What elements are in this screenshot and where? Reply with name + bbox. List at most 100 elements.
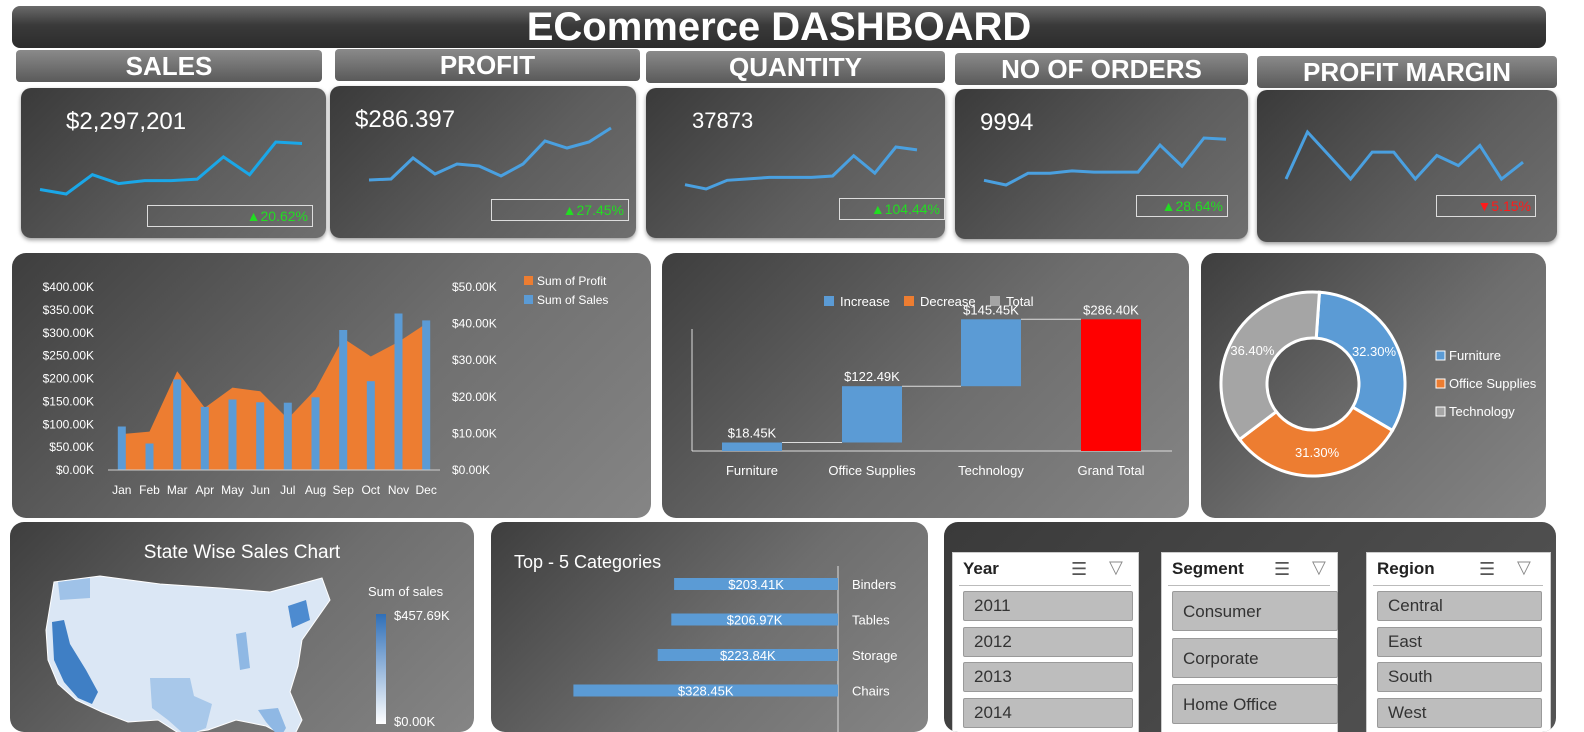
donut-legend-swatch (1435, 378, 1446, 389)
sales-bar (256, 402, 265, 470)
kpi-value-quantity: 37873 (692, 108, 754, 133)
waterfall-legend-swatch (990, 296, 1000, 306)
waterfall-category-label: Grand Total (1078, 463, 1145, 478)
waterfall-legend-label: Decrease (920, 294, 976, 309)
down-arrow-icon: ▼ (1477, 198, 1492, 214)
waterfall-bar (1081, 319, 1141, 451)
sparkline-margin (1284, 129, 1524, 182)
right-tick-label: $0.00K (452, 463, 490, 477)
kpi-value-orders: 9994 (980, 109, 1034, 136)
clear-filter-icon[interactable]: ▽ (1312, 557, 1326, 577)
sales-bar (366, 381, 375, 470)
left-tick-label: $400.00K (43, 280, 94, 294)
left-tick-label: $150.00K (43, 394, 94, 408)
multi-select-icon[interactable]: ☰ (1479, 559, 1496, 579)
texas-region (150, 678, 212, 732)
profit-area (121, 323, 427, 470)
kpi-header-orders: NO OF ORDERS (955, 53, 1248, 85)
waterfall-data-label: $145.45K (963, 302, 1019, 317)
slicer-item-2013[interactable]: 2013 (963, 662, 1133, 692)
left-tick-label: $200.00K (43, 372, 94, 386)
slicer-item-2011[interactable]: 2011 (963, 591, 1133, 621)
waterfall-panel: Increase Decrease Total $18.45K Furniture $12… (662, 253, 1189, 518)
sparkline-quantity (684, 145, 918, 191)
category-donut-chart: 32.30% 31.30% 36.40% Furniture Office Suppli… (1219, 290, 1537, 478)
map-title: State Wise Sales Chart (143, 542, 341, 563)
donut-slice (1237, 405, 1395, 478)
category-label: Binders (852, 577, 897, 592)
sales-bar (311, 397, 320, 470)
month-label: Oct (361, 483, 380, 497)
waterfall-category-label: Furniture (726, 463, 778, 478)
waterfall-legend-swatch (824, 296, 834, 306)
kpi-card-quantity: 37873 ▲104.44% (646, 88, 945, 238)
left-tick-label: $350.00K (43, 303, 94, 317)
slicer-item-consumer[interactable]: Consumer (1172, 591, 1338, 631)
multi-select-icon[interactable]: ☰ (1071, 559, 1088, 579)
category-bar (674, 578, 838, 590)
month-label: Nov (388, 483, 409, 497)
slicer-divider (959, 585, 1131, 586)
kpi-header-sales: SALES (16, 50, 322, 82)
category-data-label: $206.97K (727, 613, 783, 628)
kpi-badge-profit: ▲27.45% (491, 199, 629, 221)
kpi-value-sales: $2,297,201 (66, 108, 187, 135)
slicer-item-home-office[interactable]: Home Office (1172, 684, 1338, 724)
clear-filter-icon[interactable]: ▽ (1517, 557, 1531, 577)
map-legend-title: Sum of sales (368, 584, 444, 599)
slicer-item-west[interactable]: West (1377, 698, 1542, 728)
donut-data-label: 36.40% (1230, 343, 1275, 358)
sales-bar (173, 379, 182, 470)
kpi-value-profit: $286.397 (355, 106, 456, 133)
kpi-badge-orders-value: 28.64% (1175, 198, 1223, 214)
month-label: Sep (333, 483, 355, 497)
sales-bar (145, 443, 154, 470)
month-label: Aug (305, 483, 326, 497)
donut-data-label: 31.30% (1295, 445, 1340, 460)
kpi-badge-profit-value: 27.45% (576, 202, 624, 218)
waterfall-category-label: Office Supplies (828, 463, 916, 478)
year-slicer: Year ☰ ▽ 2011 2012 2013 2014 (952, 552, 1139, 732)
month-label: Jul (280, 483, 295, 497)
kpi-badge-orders: ▲28.64% (1136, 195, 1228, 217)
kpi-badge-sales: ▲20.62% (147, 205, 313, 227)
slicer-item-east[interactable]: East (1377, 627, 1542, 657)
state-sales-map-panel: State Wise Sales Chart Sum of sales $457… (10, 522, 474, 732)
top-categories-title: Top - 5 Categories (514, 552, 661, 572)
sparkline-line (684, 145, 918, 191)
category-data-label: $223.84K (720, 648, 776, 663)
slicer-item-corporate[interactable]: Corporate (1172, 638, 1338, 678)
legend-swatch-profit (524, 276, 533, 285)
sparkline-line (1284, 129, 1524, 182)
sales-bar (283, 402, 292, 470)
slicer-divider (1168, 585, 1330, 586)
kpi-badge-quantity: ▲104.44% (839, 198, 945, 220)
sparkline-line (368, 126, 612, 182)
multi-select-icon[interactable]: ☰ (1274, 559, 1291, 579)
year-slicer-title: Year (963, 559, 999, 578)
sales-bar (228, 399, 237, 470)
category-label: Tables (852, 613, 890, 628)
slicer-item-south[interactable]: South (1377, 662, 1542, 692)
right-tick-label: $20.00K (452, 390, 497, 404)
map-legend-gradient (376, 614, 386, 724)
kpi-header-quantity: QUANTITY (646, 51, 945, 83)
slicer-item-2012[interactable]: 2012 (963, 627, 1133, 657)
region-slicer: Region ☰ ▽ Central East South West (1366, 552, 1551, 732)
left-tick-label: $250.00K (43, 349, 94, 363)
slicer-item-central[interactable]: Central (1377, 591, 1542, 621)
waterfall-bar (842, 386, 902, 443)
california-region (52, 620, 98, 704)
region-slicer-title: Region (1377, 559, 1435, 578)
kpi-badge-margin: ▼5.15% (1436, 195, 1536, 217)
map-legend-max: $457.69K (394, 608, 450, 623)
waterfall-category-label: Technology (958, 463, 1024, 478)
kpi-header-profit: PROFIT (335, 49, 640, 81)
waterfall-data-label: $122.49K (844, 369, 900, 384)
category-label: Chairs (852, 684, 890, 699)
kpi-badge-sales-value: 20.62% (260, 208, 308, 224)
left-tick-label: $50.00K (49, 440, 94, 454)
donut-legend-label: Furniture (1449, 348, 1501, 363)
slicer-item-2014[interactable]: 2014 (963, 698, 1133, 728)
clear-filter-icon[interactable]: ▽ (1109, 557, 1123, 577)
